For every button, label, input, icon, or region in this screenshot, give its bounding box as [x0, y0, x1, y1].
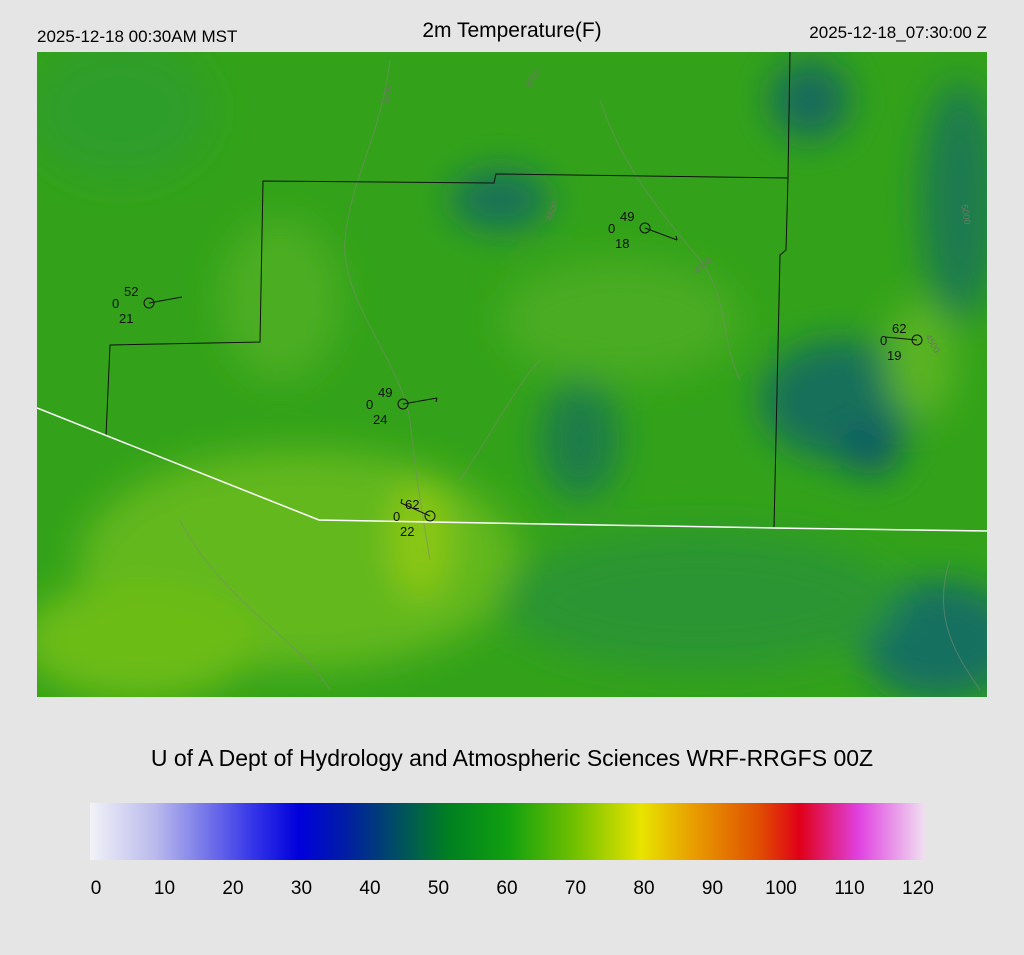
station-dewpoint: 21: [119, 311, 133, 326]
station-temp: 52: [124, 284, 138, 299]
station-dewpoint: 18: [615, 236, 629, 251]
colorbar-tick-label: 60: [496, 878, 517, 899]
county-border: [773, 177, 789, 529]
contour-label: 5000: [959, 204, 972, 225]
station-circle: [639, 222, 651, 234]
station-temp: 49: [620, 209, 634, 224]
colorbar-tick-label: 70: [565, 878, 586, 899]
station-calm: 0: [112, 296, 119, 311]
station-calm: 0: [393, 509, 400, 524]
station-circle: [424, 510, 436, 522]
utc-time: 2025-12-18_07:30:00 Z: [809, 23, 987, 42]
colorbar-tick-label: 90: [702, 878, 723, 899]
local-time: 2025-12-18 00:30AM MST: [37, 27, 237, 46]
station-dewpoint: 22: [400, 524, 414, 539]
terrain-contours: [179, 59, 981, 691]
station: 49 024: [366, 385, 438, 427]
county-border: [105, 52, 791, 437]
station-calm: 0: [608, 221, 615, 236]
wind-barb: [402, 397, 438, 405]
colorbar-tick-label: 30: [291, 878, 312, 899]
colorbar-tick-label: 50: [428, 878, 449, 899]
station-circle: [143, 297, 155, 309]
station-temp: 62: [405, 497, 419, 512]
wind-barb: [148, 296, 183, 304]
station-calm: 0: [880, 333, 887, 348]
title: 2m Temperature(F): [422, 19, 601, 42]
station: 52 021: [112, 284, 183, 326]
colorbar-tick-label: 80: [633, 878, 654, 899]
station-temp: 49: [378, 385, 392, 400]
station: 49 018: [608, 209, 678, 251]
temperature-field: [37, 52, 987, 697]
colorbar-tick-label: 0: [91, 878, 102, 899]
station-circle: [911, 334, 923, 346]
station-dewpoint: 24: [373, 412, 387, 427]
colorbar-tick-label: 110: [834, 878, 864, 899]
station-temp: 62: [892, 321, 906, 336]
wind-barb-feather: [400, 498, 403, 504]
colorbar-tick-label: 10: [154, 878, 175, 899]
station: 62 022: [393, 497, 436, 539]
station-circle: [397, 398, 409, 410]
station-calm: 0: [366, 397, 373, 412]
contour-label: 5000: [380, 84, 393, 105]
credit: U of A Dept of Hydrology and Atmospheric…: [151, 745, 873, 771]
colorbar-tick-label: 120: [902, 878, 934, 899]
colorbar-tick-label: 40: [359, 878, 380, 899]
colorbar: [90, 803, 925, 860]
wind-barb: [644, 227, 678, 241]
colorbar-tick-label: 100: [765, 878, 797, 899]
wind-barb-feather: [675, 235, 678, 241]
colorbar-ticks: 0 10 20 30 40 50 60 70 80 90 100 110 120: [91, 878, 934, 899]
station-dewpoint: 19: [887, 348, 901, 363]
wind-barb-feather: [435, 397, 438, 403]
state-border: [37, 407, 987, 532]
station: 62 019: [880, 321, 923, 363]
colorbar-tick-label: 20: [222, 878, 243, 899]
